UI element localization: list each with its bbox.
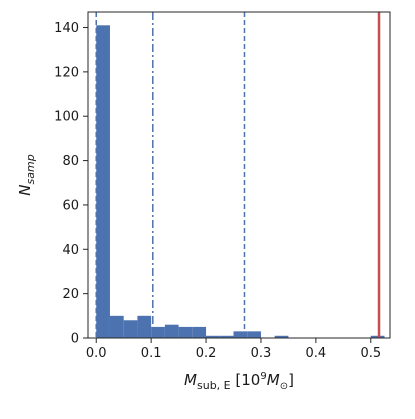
y-axis-ticks: 0 20 40 60 80 100 120 140	[54, 21, 88, 347]
y-tick-label: 60	[62, 198, 79, 213]
y-tick-label: 40	[62, 243, 79, 258]
x-tick-label: 0.2	[196, 346, 217, 361]
histogram-bar-11	[247, 331, 261, 338]
x-tick-label: 0.4	[306, 346, 327, 361]
y-axis-label: Nsamp	[16, 154, 37, 195]
histogram-bar-9	[219, 335, 234, 338]
x-tick-label: 0.3	[251, 346, 272, 361]
y-tick-label: 100	[54, 110, 79, 125]
histogram-bar-10	[233, 331, 248, 338]
x-axis-ticks: 0.0 0.1 0.2 0.3 0.4 0.5	[86, 338, 381, 361]
reference-lines-layer	[95, 12, 381, 338]
x-axis-label: Msub, E [109M⊙]	[184, 371, 294, 392]
histogram-bar-4	[151, 326, 165, 338]
histogram-bar-6	[178, 326, 193, 338]
histogram-bar-3	[137, 315, 152, 338]
histogram-bar-5	[164, 324, 179, 338]
plot-frame	[87, 11, 391, 339]
histogram-bar-7	[192, 326, 207, 338]
histogram-bar-2	[123, 320, 138, 338]
histogram-bar-1	[109, 315, 124, 338]
y-tick-label: 80	[62, 154, 79, 169]
y-tick-label: 0	[71, 332, 79, 347]
y-tick-label: 120	[54, 65, 79, 80]
histogram-bar-8	[206, 335, 220, 338]
y-tick-label: 140	[54, 21, 79, 36]
x-tick-label: 0.0	[86, 346, 107, 361]
x-tick-label: 0.5	[360, 346, 381, 361]
histogram-bar-0	[96, 25, 110, 338]
bars-layer	[96, 25, 385, 338]
y-tick-label: 20	[62, 287, 79, 302]
histogram-bar-20	[370, 335, 385, 338]
x-tick-label: 0.1	[141, 346, 162, 361]
histogram-bar-13	[274, 335, 289, 338]
